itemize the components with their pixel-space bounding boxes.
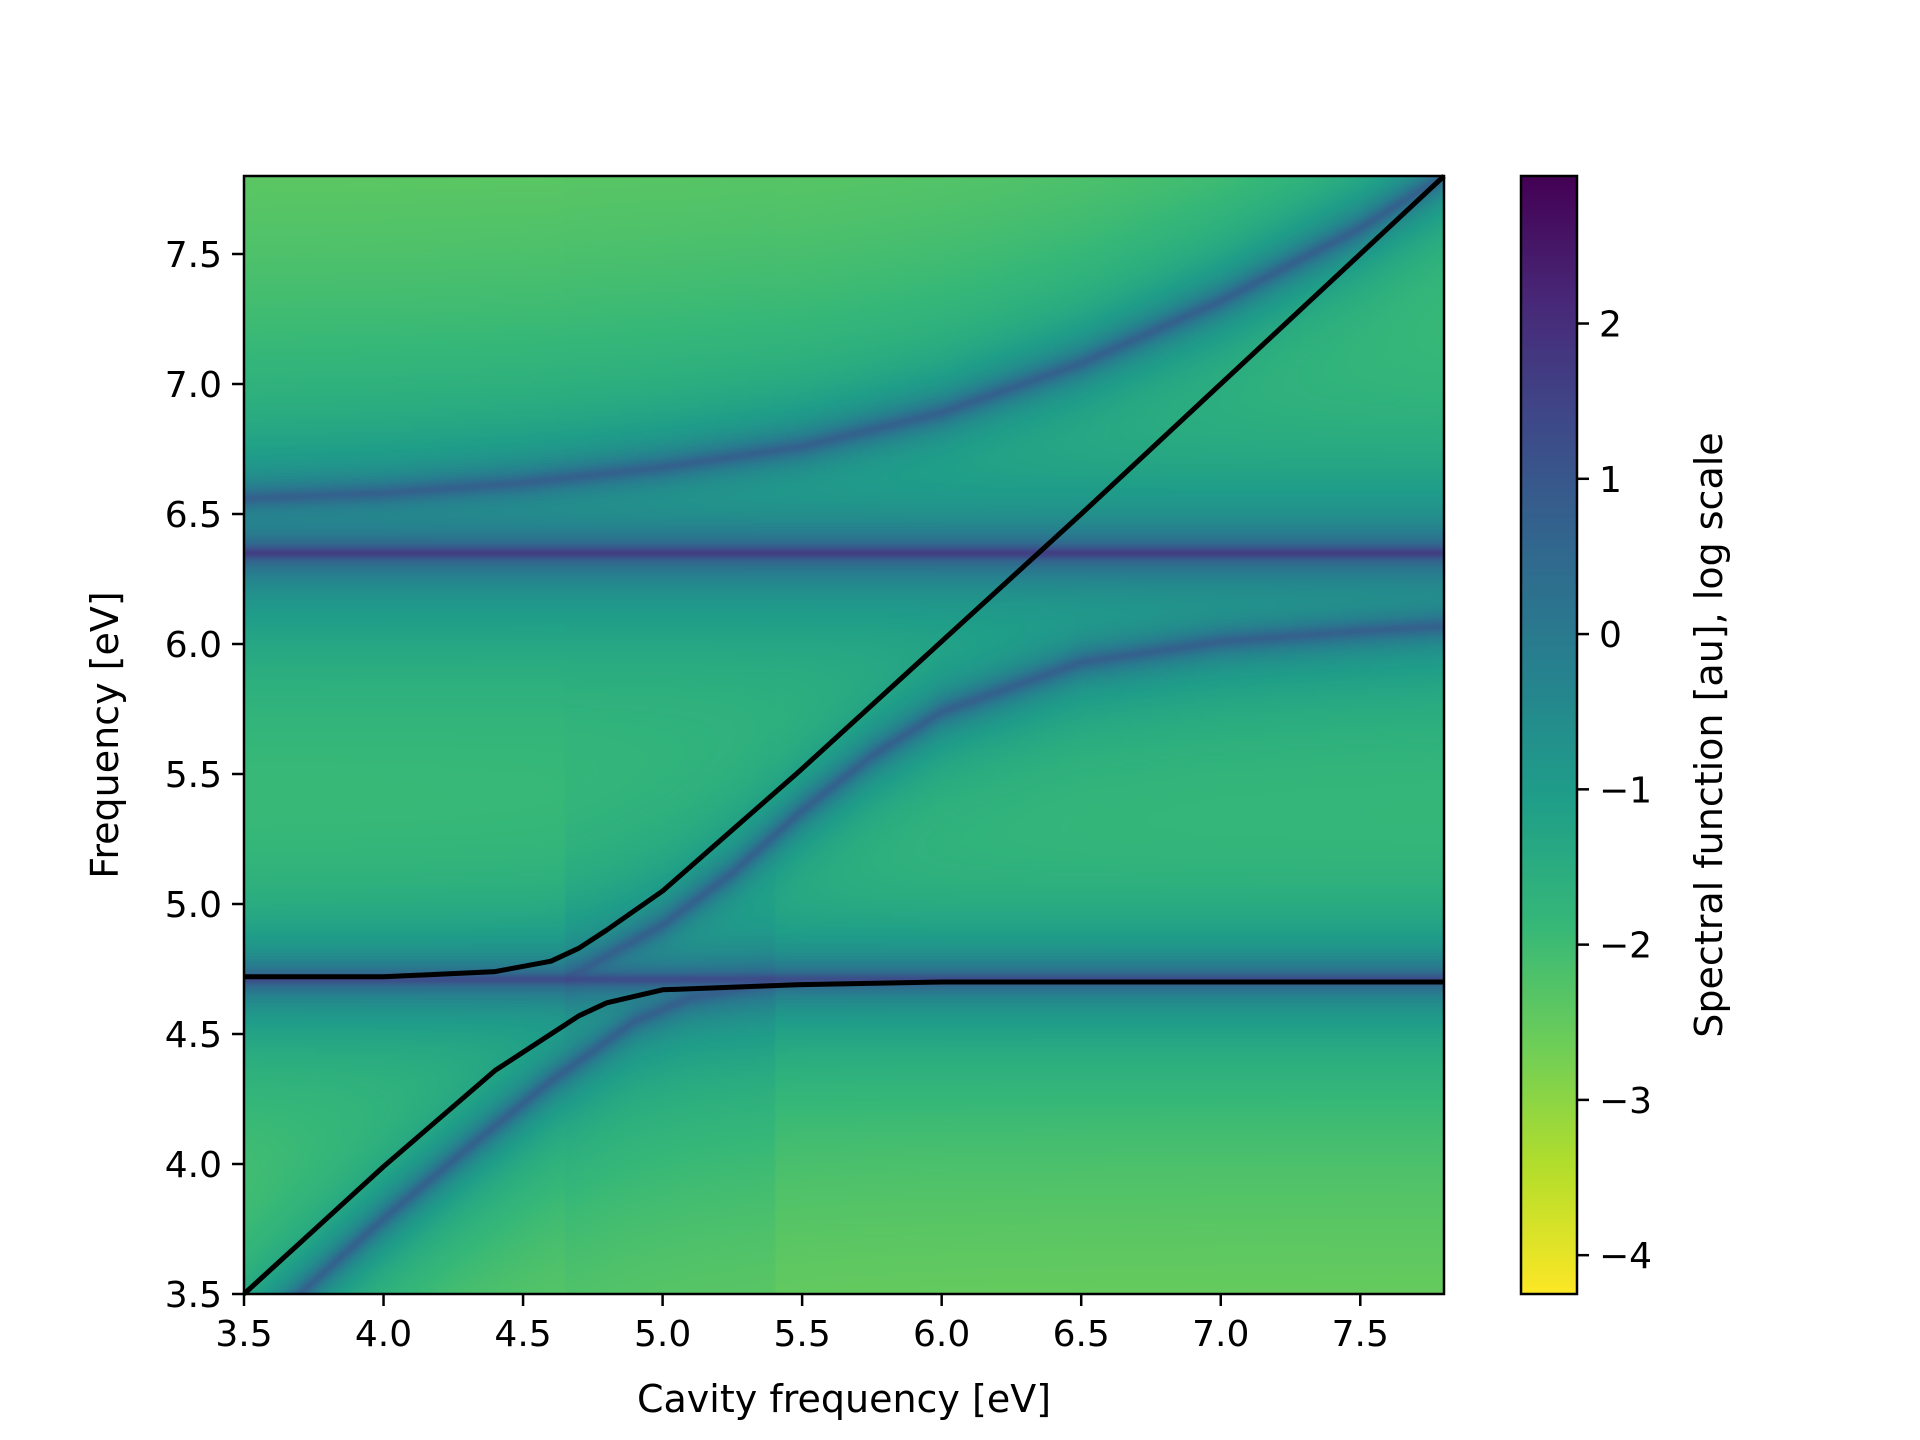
colorbar-tick-label: −4	[1599, 1236, 1652, 1277]
y-tick-label: 3.5	[165, 1275, 222, 1316]
plot-area	[242, 174, 1446, 1296]
colorbar-ticks: −4 −3 −2 −1 0 1 2	[1577, 305, 1652, 1277]
x-axis: 3.5 4.0 4.5 5.0 5.5 6.0 6.5 7.0 7.5	[215, 1294, 1389, 1355]
y-tick-label: 6.0	[165, 625, 222, 666]
y-tick-label: 6.5	[165, 495, 222, 536]
overlay-lines	[242, 174, 1446, 1296]
plot-frame	[242, 174, 1446, 1296]
colorbar-tick-label: −2	[1599, 926, 1652, 967]
y-axis: 3.5 4.0 4.5 5.0 5.5 6.0 6.5 7.0 7.5	[165, 235, 244, 1316]
colorbar-tick-label: −1	[1599, 770, 1652, 811]
y-tick-label: 5.0	[165, 885, 222, 926]
colorbar-gradient	[1521, 176, 1577, 1294]
colorbar: −4 −3 −2 −1 0 1 2 Spectral function [au], log …	[1519, 174, 1731, 1296]
x-tick-label: 5.5	[774, 1314, 831, 1355]
overlay-line-1	[242, 979, 1444, 1296]
x-tick-label: 7.0	[1192, 1314, 1249, 1355]
x-tick-label: 4.0	[355, 1314, 412, 1355]
x-axis-label: Cavity frequency [eV]	[637, 1377, 1051, 1421]
colorbar-tick-label: −3	[1599, 1081, 1652, 1122]
colorbar-label: Spectral function [au], log scale	[1687, 432, 1731, 1037]
y-tick-label: 4.5	[165, 1015, 222, 1056]
x-tick-label: 3.5	[215, 1314, 272, 1355]
y-axis-label: Frequency [eV]	[83, 591, 127, 878]
colorbar-tick-label: 1	[1599, 460, 1622, 501]
x-tick-label: 7.5	[1332, 1314, 1389, 1355]
colorbar-frame	[1519, 174, 1579, 1296]
x-tick-label: 6.5	[1053, 1314, 1110, 1355]
x-tick-label: 5.0	[634, 1314, 691, 1355]
overlay-line-2	[244, 174, 1446, 980]
x-tick-label: 6.0	[913, 1314, 970, 1355]
colorbar-tick-label: 2	[1599, 305, 1622, 346]
y-tick-label: 4.0	[165, 1145, 222, 1186]
colorbar-tick-label: 0	[1599, 615, 1622, 656]
y-tick-label: 7.0	[165, 365, 222, 406]
x-tick-label: 4.5	[494, 1314, 551, 1355]
y-tick-label: 7.5	[165, 235, 222, 276]
y-tick-label: 5.5	[165, 755, 222, 796]
